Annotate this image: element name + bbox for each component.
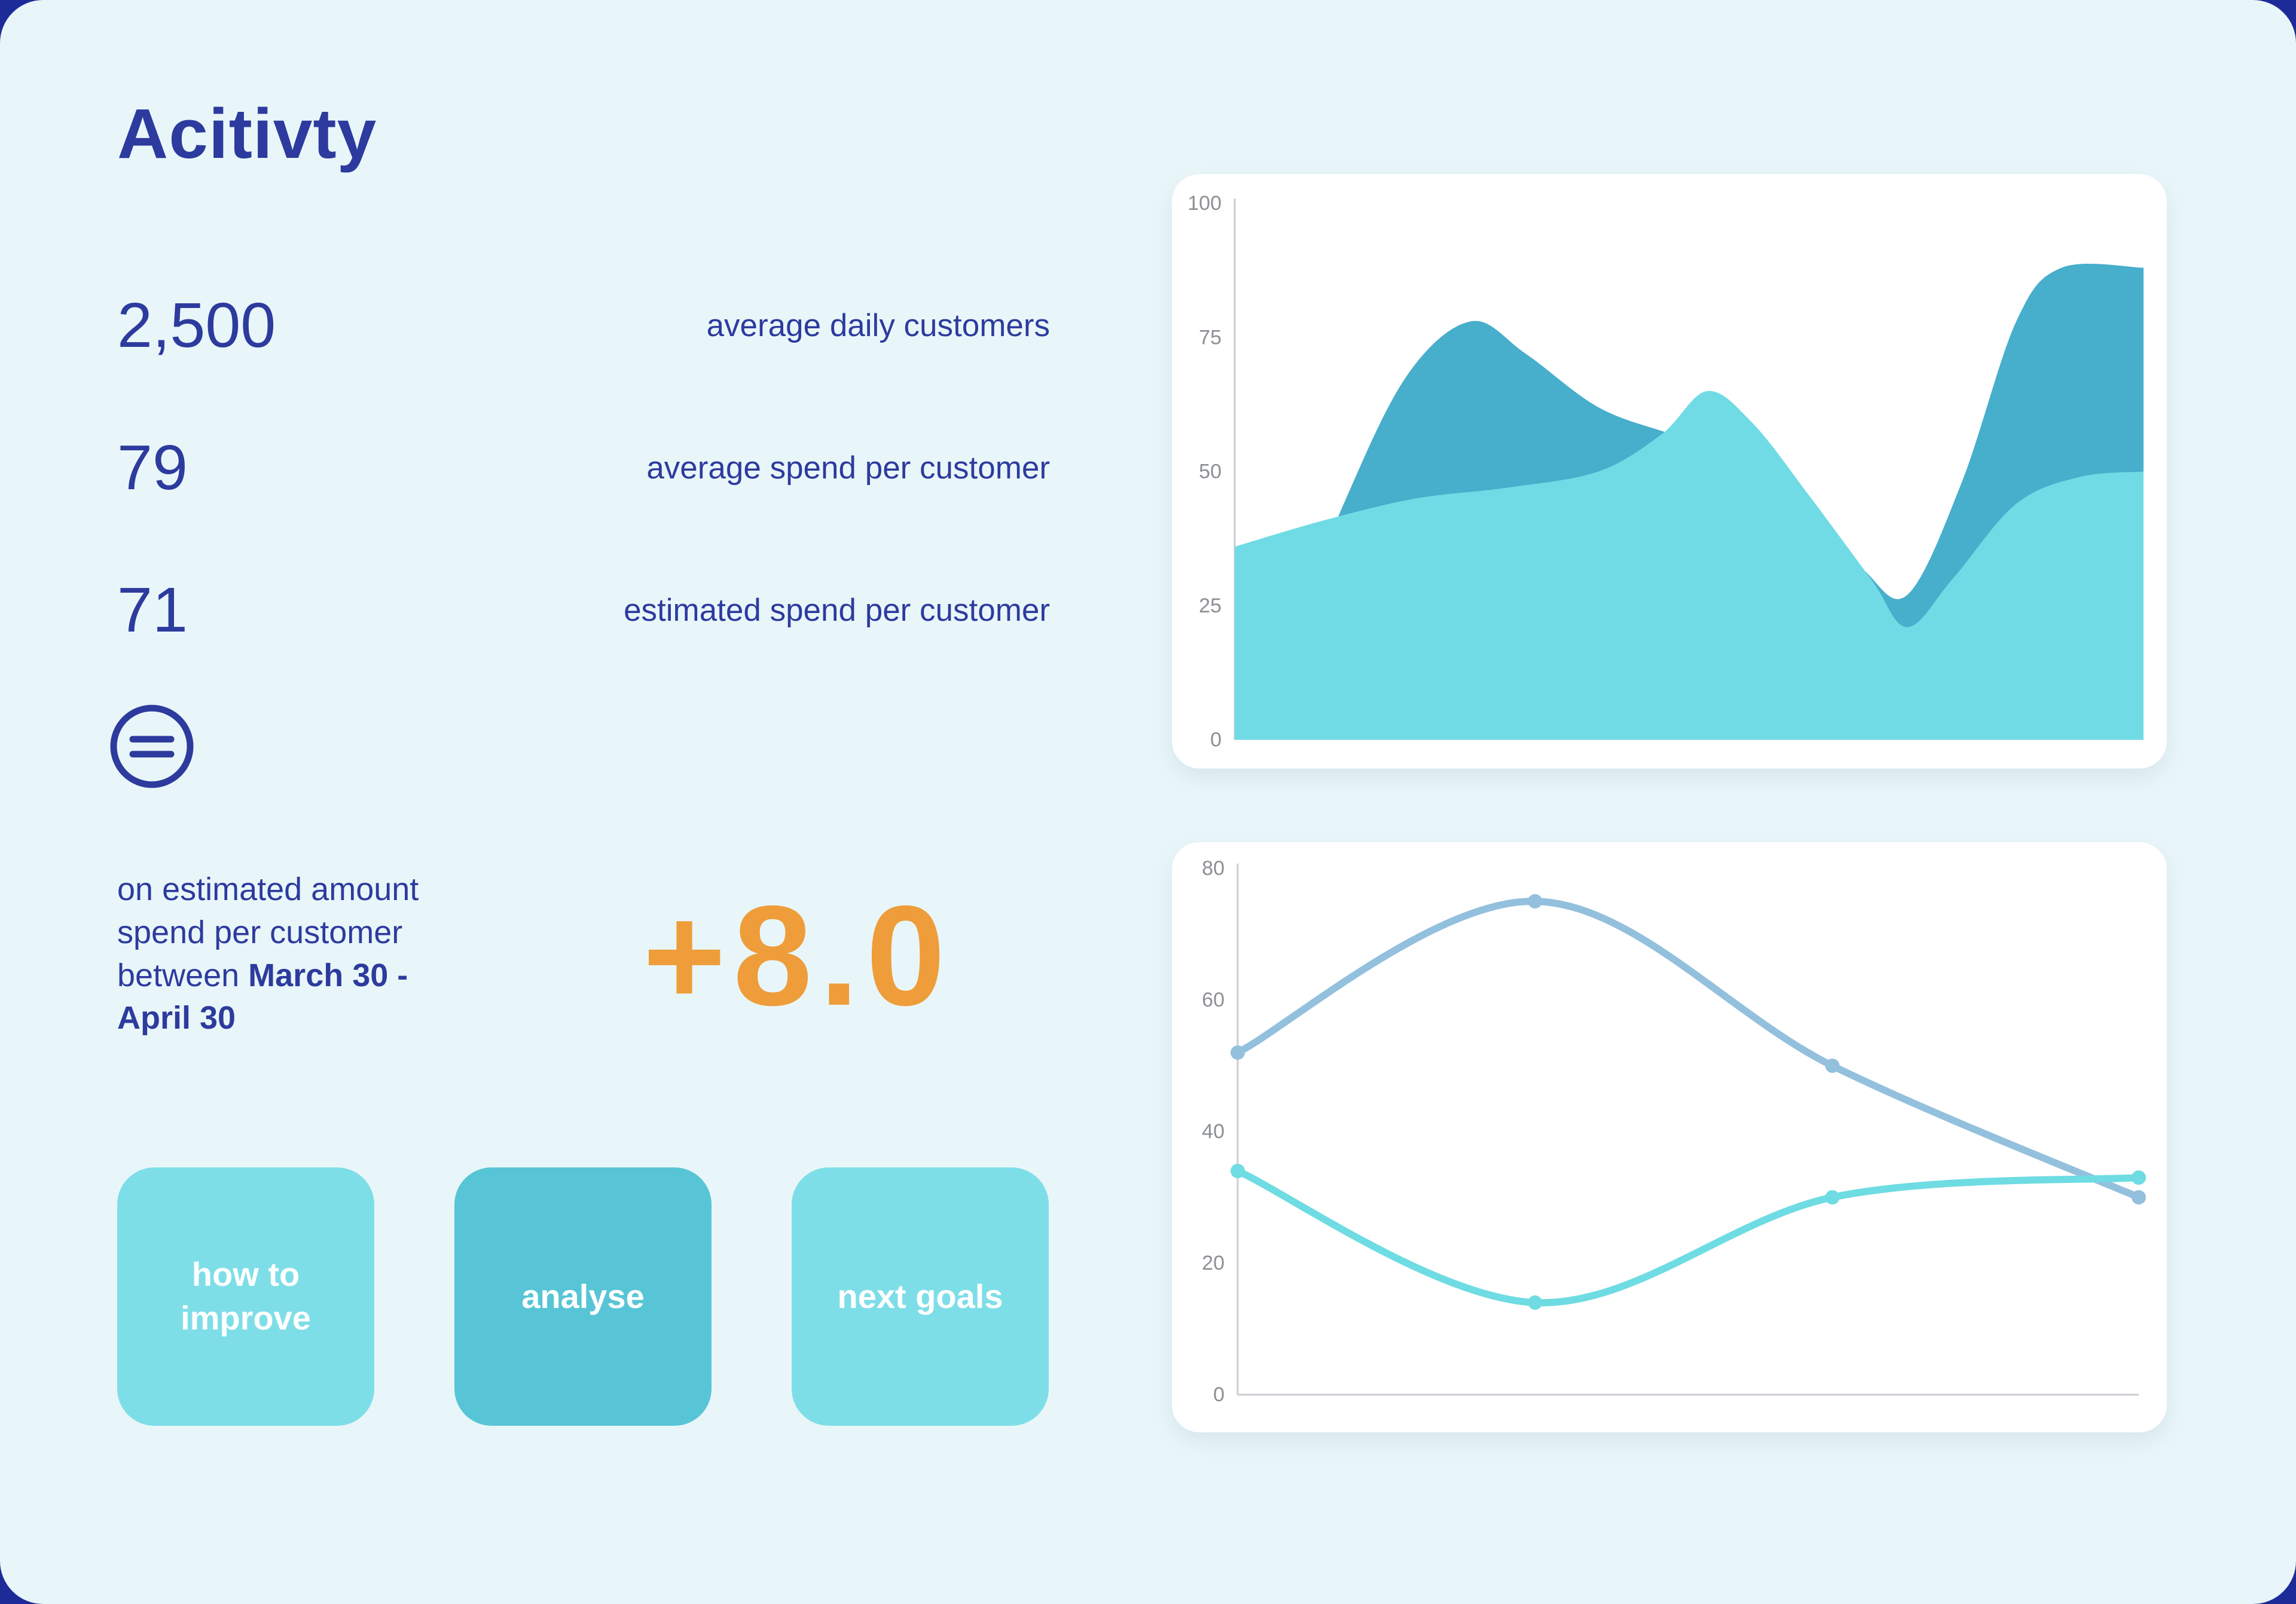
customers-area-chart: 0 25 50 75 100	[1172, 174, 2167, 769]
spend-line-chart: 0 20 40 60 80	[1172, 842, 2167, 1432]
svg-text:80: 80	[1202, 857, 1225, 880]
svg-text:0: 0	[1210, 728, 1222, 751]
next-goals-button[interactable]: next goals	[792, 1167, 1049, 1426]
svg-text:75: 75	[1199, 326, 1222, 349]
area-chart-card: 0 25 50 75 100	[1172, 174, 2167, 769]
spend-line-chart-card: 0 20 40 60 80	[1172, 842, 2167, 1432]
stat-row-daily-customers: 2,500 average daily customers	[117, 257, 1050, 394]
svg-text:20: 20	[1202, 1252, 1225, 1274]
stat-value: 2,500	[117, 289, 276, 361]
equals-icon[interactable]	[109, 703, 195, 789]
how-to-improve-button[interactable]: how to improve	[117, 1167, 374, 1426]
svg-text:100: 100	[1187, 192, 1222, 215]
page-title: Acitivty	[117, 94, 377, 173]
stat-row-average-spend: 79 average spend per customer	[117, 400, 1050, 536]
stat-value: 79	[117, 432, 188, 503]
analyse-button[interactable]: analyse	[454, 1167, 712, 1426]
stat-label: estimated spend per customer	[624, 592, 1050, 628]
stat-label: average spend per customer	[646, 450, 1050, 486]
note-text-part: on estimated amount spend per customer b…	[117, 871, 419, 993]
svg-text:40: 40	[1202, 1120, 1225, 1143]
svg-text:50: 50	[1199, 461, 1222, 483]
note-text: on estimated amount spend per customer b…	[117, 868, 488, 1040]
svg-text:60: 60	[1202, 989, 1225, 1011]
delta-value: +8.0	[643, 877, 952, 1035]
svg-text:25: 25	[1199, 594, 1222, 617]
svg-text:0: 0	[1213, 1383, 1225, 1406]
stat-label: average daily customers	[706, 307, 1050, 343]
stats-list: 2,500 average daily customers 79 average…	[117, 257, 1050, 678]
stat-value: 71	[117, 574, 188, 645]
note-date-range: March 30 - April 30	[117, 957, 408, 1036]
stat-row-estimated-spend: 71 estimated spend per customer	[117, 542, 1050, 678]
